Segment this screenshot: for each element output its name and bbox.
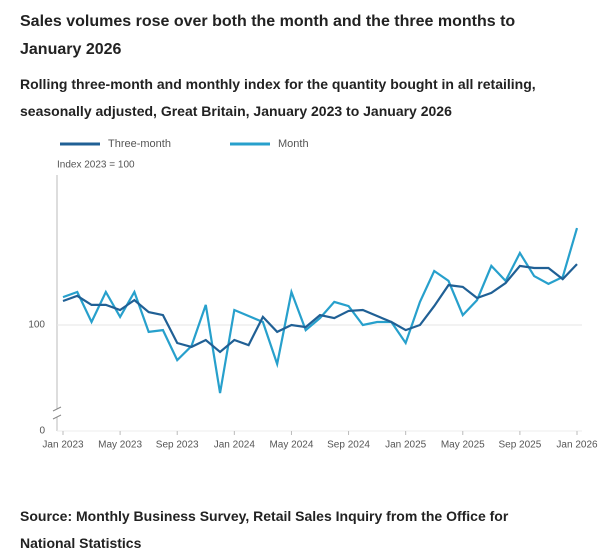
source: Source: Monthly Business Survey, Retail …	[20, 508, 509, 551]
chart-subtitle: Rolling three-month and monthly index fo…	[20, 76, 536, 119]
axis-break	[52, 406, 62, 412]
legend-label: Month	[278, 138, 309, 150]
x-tick-label: May 2024	[269, 440, 313, 451]
legend-label: Three-month	[108, 138, 171, 150]
x-tick-label: Jan 2023	[42, 440, 84, 451]
x-tick-label: May 2025	[441, 440, 485, 451]
x-tick-label: Jan 2026	[556, 440, 598, 451]
series-line	[62, 263, 578, 354]
y-axis-label: Index 2023 = 100	[57, 160, 135, 171]
y-tick-label: 0	[39, 426, 45, 437]
x-tick-label: May 2023	[98, 440, 142, 451]
x-tick-label: Jan 2025	[385, 440, 427, 451]
chart-title: Sales volumes rose over both the month a…	[20, 13, 516, 58]
x-tick-label: Sep 2025	[498, 440, 541, 451]
x-tick-label: Sep 2024	[327, 440, 370, 451]
axis-break	[52, 414, 62, 420]
y-tick-label: 100	[28, 320, 45, 331]
x-tick-label: Jan 2024	[214, 440, 256, 451]
x-tick-label: Sep 2023	[156, 440, 199, 451]
series-line	[62, 227, 579, 394]
